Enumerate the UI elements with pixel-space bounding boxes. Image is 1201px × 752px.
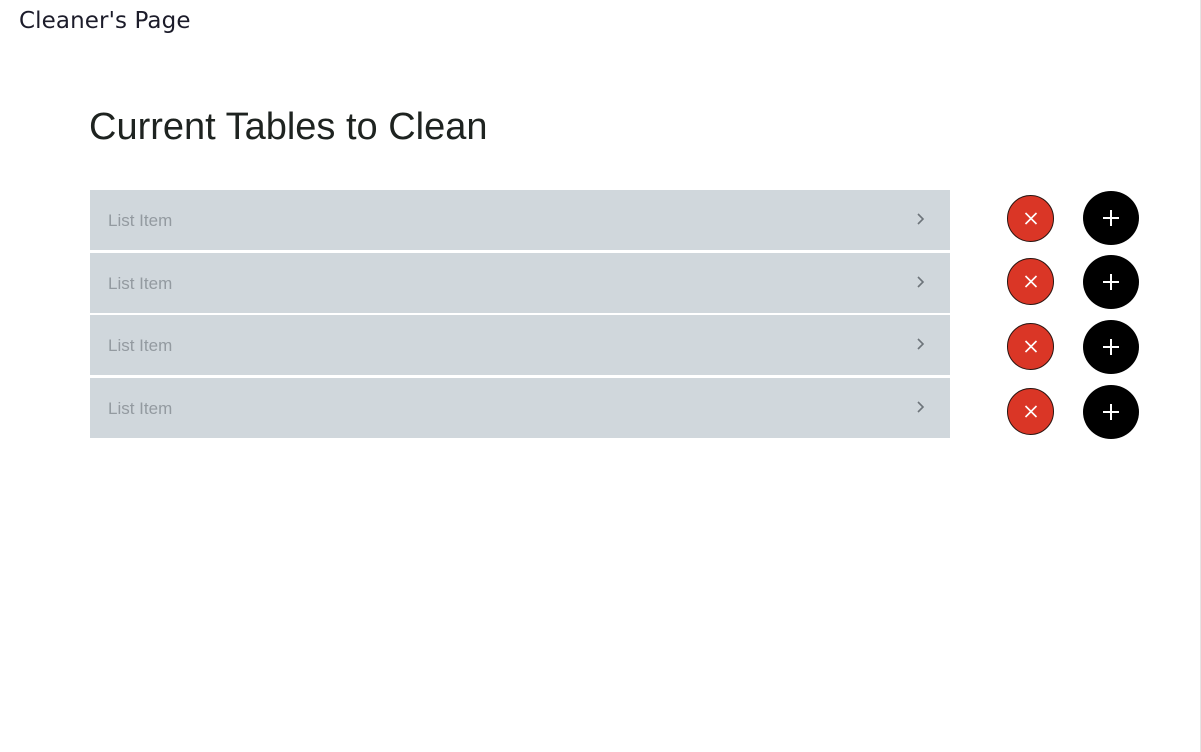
remove-button[interactable] (1007, 388, 1054, 435)
plus-icon (1103, 210, 1119, 226)
page-title: Cleaner's Page (19, 8, 191, 34)
list-item-label: List Item (108, 211, 173, 230)
chevron-right-icon (917, 401, 925, 413)
remove-button[interactable] (1007, 323, 1054, 370)
remove-button[interactable] (1007, 195, 1054, 242)
chevron-right-icon (917, 276, 925, 288)
plus-icon (1103, 339, 1119, 355)
chevron-right-icon (917, 213, 925, 225)
list-item-label: List Item (108, 399, 173, 418)
list-item[interactable]: List Item (90, 315, 950, 375)
close-icon (1024, 275, 1038, 288)
list-item[interactable]: List Item (90, 378, 950, 438)
plus-icon (1103, 404, 1119, 420)
plus-icon (1103, 274, 1119, 290)
add-button[interactable] (1083, 191, 1139, 245)
chevron-right-icon (917, 338, 925, 350)
close-icon (1024, 212, 1038, 225)
add-button[interactable] (1083, 255, 1139, 309)
list-item-label: List Item (108, 336, 173, 355)
close-icon (1024, 405, 1038, 418)
list-item[interactable]: List Item (90, 190, 950, 250)
list-item-label: List Item (108, 274, 173, 293)
section-heading: Current Tables to Clean (89, 106, 488, 148)
remove-button[interactable] (1007, 258, 1054, 305)
list-item[interactable]: List Item (90, 253, 950, 313)
close-icon (1024, 340, 1038, 353)
add-button[interactable] (1083, 385, 1139, 439)
add-button[interactable] (1083, 320, 1139, 374)
